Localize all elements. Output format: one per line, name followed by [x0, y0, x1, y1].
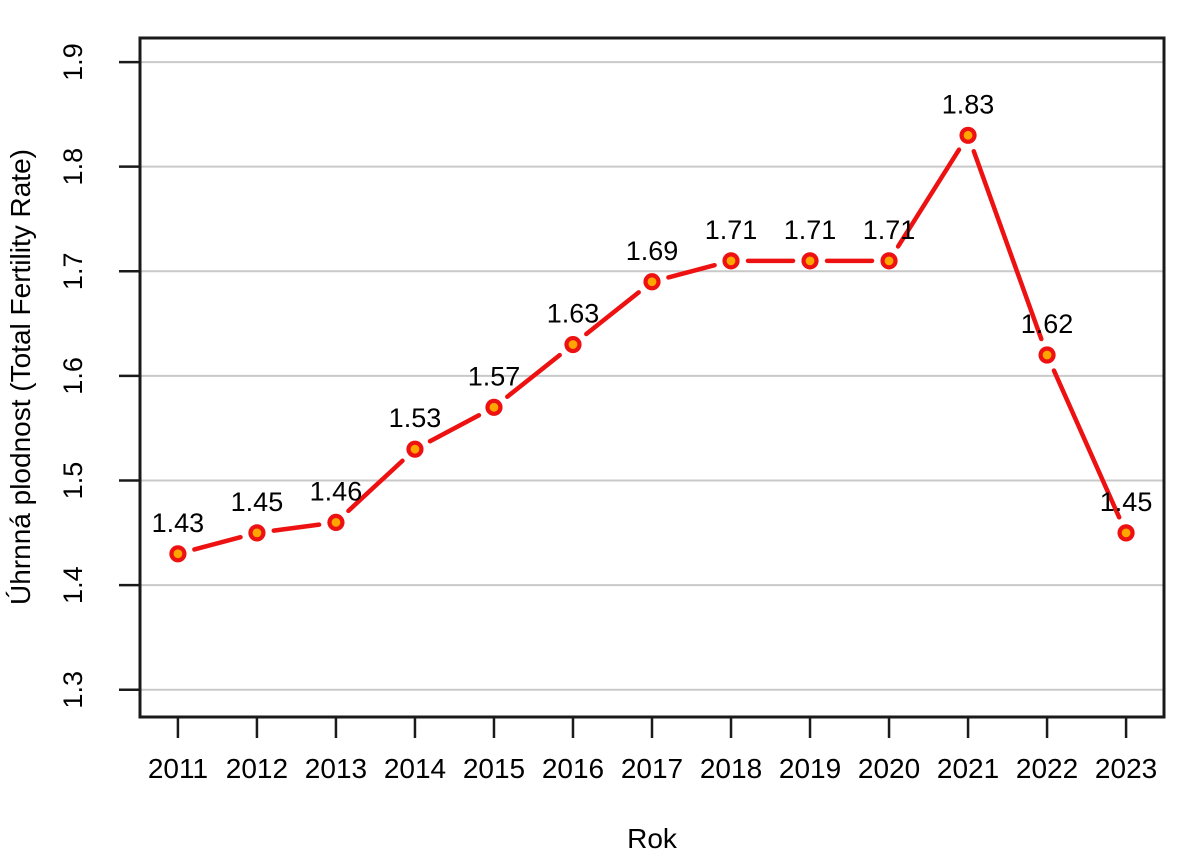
x-tick-label-2011: 2011: [148, 753, 208, 784]
point-label-2016: 1.63: [547, 299, 600, 329]
line-segment-2011-2012: [192, 534, 243, 552]
line-segment-2020-2021: [895, 147, 962, 249]
y-tick-label-1.4: 1.4: [58, 566, 88, 604]
y-axis-title: Úhrnná plodnost (Total Fertility Rate): [5, 149, 36, 605]
line-segment-2012-2013: [271, 522, 322, 533]
x-tick-label-2018: 2018: [700, 753, 762, 784]
point-label-2012: 1.45: [231, 487, 284, 517]
y-tick-label-1.9: 1.9: [58, 43, 88, 81]
x-tick-label-2017: 2017: [621, 753, 683, 784]
point-label-2023: 1.45: [1100, 487, 1153, 517]
point-label-2013: 1.46: [310, 476, 363, 506]
data-point-2012: [248, 524, 266, 542]
data-point-2020: [880, 252, 898, 270]
data-point-2023: [1117, 524, 1135, 542]
axes-layer: 1.3 1.4 1.5 1.6 1.7 1.8 1.9 2011 2012 2013 2014 201…: [58, 36, 1166, 784]
y-tick-label-1.5: 1.5: [58, 462, 88, 500]
line-segment-2015-2016: [505, 352, 562, 399]
point-label-2014: 1.53: [389, 403, 442, 433]
x-tick-label-2016: 2016: [542, 753, 604, 784]
plot-border: [138, 36, 1166, 719]
x-axis-title: Rok: [627, 823, 678, 854]
data-point-2021: [959, 126, 977, 144]
point-label-2022: 1.62: [1021, 309, 1074, 339]
gridlines-layer: [140, 61, 1164, 691]
data-point-2022: [1038, 346, 1056, 364]
x-tick-label-2014: 2014: [384, 753, 446, 784]
line-segment-2016-2017: [584, 290, 641, 337]
data-series-layer: [169, 126, 1135, 563]
point-label-2018: 1.71: [705, 215, 758, 245]
x-tick-label-2021: 2021: [937, 753, 999, 784]
point-labels-layer: 1.43 1.45 1.46 1.53 1.57 1.63 1.69 1.71 1.71 1.71…: [152, 89, 1153, 537]
x-tick-label-2015: 2015: [463, 753, 525, 784]
y-tick-label-1.8: 1.8: [58, 148, 88, 186]
point-label-2011: 1.43: [152, 508, 205, 538]
data-point-2011: [169, 545, 187, 563]
data-point-2014: [406, 440, 424, 458]
line-segment-2021-2022: [971, 149, 1044, 342]
x-tick-label-2013: 2013: [305, 753, 367, 784]
x-tick-label-2020: 2020: [858, 753, 920, 784]
y-tick-label-1.6: 1.6: [58, 357, 88, 395]
data-point-2016: [564, 335, 582, 354]
data-point-2019: [801, 252, 819, 270]
line-segment-2014-2015: [427, 413, 482, 444]
x-tick-label-2022: 2022: [1016, 753, 1078, 784]
data-point-2018: [722, 252, 740, 270]
point-label-2015: 1.57: [468, 361, 521, 391]
point-label-2021: 1.83: [942, 89, 995, 119]
line-segment-2013-2014: [346, 458, 405, 514]
x-tick-label-2023: 2023: [1095, 753, 1157, 784]
y-tick-label-1.3: 1.3: [58, 671, 88, 709]
y-tick-label-1.7: 1.7: [58, 253, 88, 291]
data-point-2015: [485, 398, 503, 416]
point-label-2019: 1.71: [784, 215, 837, 245]
line-segment-2022-2023: [1051, 368, 1122, 520]
x-tick-label-2012: 2012: [226, 753, 288, 784]
x-tick-label-2019: 2019: [779, 753, 841, 784]
line-segment-2017-2018: [666, 262, 717, 280]
data-point-2013: [327, 513, 345, 532]
data-point-2017: [643, 273, 661, 291]
point-label-2020: 1.71: [863, 215, 916, 245]
point-label-2017: 1.69: [626, 236, 679, 266]
